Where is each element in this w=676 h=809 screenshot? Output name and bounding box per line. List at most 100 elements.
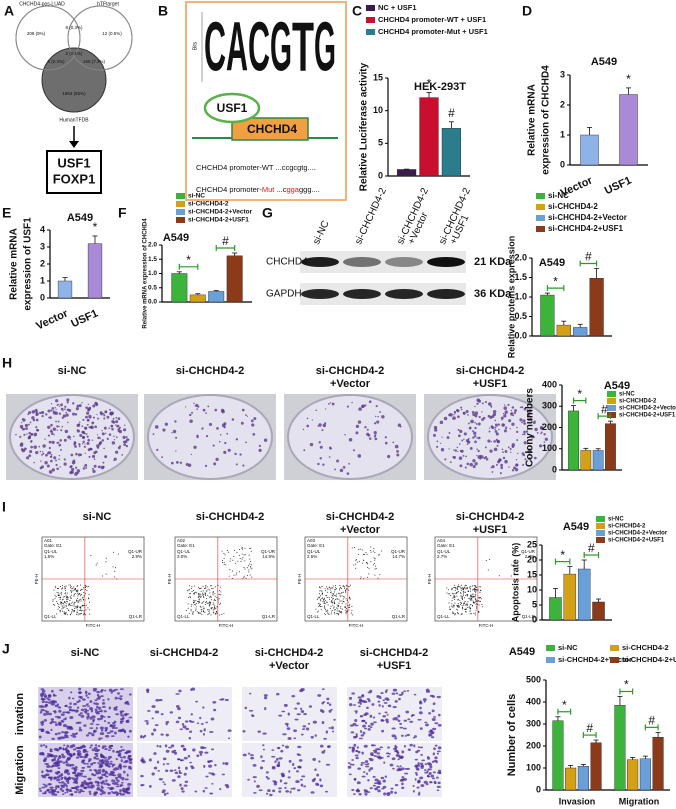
cell <box>88 759 91 763</box>
event <box>461 587 463 589</box>
bar <box>577 766 589 791</box>
cell <box>77 691 83 694</box>
cell <box>417 746 421 749</box>
cell <box>374 778 379 782</box>
colony <box>70 453 74 457</box>
condition-label: si-CHCHD4-2 <box>360 647 428 659</box>
event <box>206 609 208 611</box>
event <box>202 595 204 597</box>
colony <box>49 416 52 419</box>
event <box>241 558 243 560</box>
cell <box>310 791 315 794</box>
colony <box>472 436 475 439</box>
event <box>231 570 233 572</box>
cell <box>178 689 182 693</box>
colony <box>519 406 522 409</box>
event <box>198 587 200 589</box>
cell <box>117 775 122 779</box>
event <box>315 608 317 610</box>
event <box>353 547 355 549</box>
event <box>373 557 375 559</box>
cell <box>113 708 118 711</box>
cell <box>53 747 59 751</box>
cell <box>78 728 83 732</box>
cell <box>432 727 437 731</box>
cell <box>108 688 113 692</box>
event <box>240 560 242 562</box>
colony <box>118 429 123 434</box>
event <box>85 604 87 606</box>
venn-set-label: hTFtarget <box>97 1 119 7</box>
event <box>511 564 513 566</box>
event <box>190 588 192 590</box>
cell <box>74 790 78 794</box>
cell <box>400 767 405 771</box>
quadrant-value: 1.5% <box>44 554 54 559</box>
event <box>474 590 476 592</box>
colony <box>477 449 480 453</box>
event <box>345 609 347 611</box>
cell <box>369 726 373 729</box>
colony <box>528 409 532 413</box>
event <box>336 604 338 606</box>
colony <box>465 410 469 414</box>
event <box>190 605 192 607</box>
colony <box>101 432 105 436</box>
cell <box>294 718 299 721</box>
condition-label: si-NC <box>58 365 87 377</box>
cell <box>429 765 433 769</box>
event <box>214 607 216 609</box>
quadrant-value: 2.9% <box>132 554 142 559</box>
colony <box>58 443 62 447</box>
condition-label: +USF1 <box>377 660 412 672</box>
colony <box>521 406 524 409</box>
event <box>81 612 83 614</box>
bar <box>573 327 588 337</box>
cell <box>283 782 288 785</box>
bar <box>627 759 639 791</box>
cell <box>296 753 300 756</box>
cell <box>381 705 384 708</box>
cell <box>101 758 104 762</box>
cell <box>140 734 143 738</box>
colony <box>51 468 55 472</box>
cell <box>76 706 80 709</box>
event <box>333 606 335 608</box>
cell <box>357 789 360 792</box>
colony <box>339 468 344 473</box>
event <box>341 602 343 604</box>
cell <box>146 721 149 725</box>
cell <box>416 768 420 771</box>
legend-label: NC + USF1 <box>378 3 417 12</box>
colony <box>27 413 30 416</box>
event <box>68 584 70 586</box>
event <box>340 606 342 608</box>
event <box>198 598 200 600</box>
cell <box>84 782 89 785</box>
event <box>367 576 369 578</box>
cell <box>178 769 181 774</box>
colony <box>234 452 237 456</box>
colony <box>396 450 399 453</box>
cell <box>372 749 378 752</box>
cell <box>122 765 127 768</box>
colony <box>193 402 195 405</box>
cell <box>293 767 297 770</box>
cell <box>41 689 46 693</box>
cell <box>114 731 117 735</box>
cell <box>177 766 181 770</box>
cell <box>177 775 181 779</box>
event <box>334 587 336 589</box>
event <box>249 574 251 576</box>
colony <box>469 462 473 467</box>
colony <box>492 412 497 417</box>
cell <box>83 775 87 778</box>
cell <box>68 706 72 709</box>
event <box>76 605 78 607</box>
event <box>464 592 466 594</box>
cell <box>394 791 397 795</box>
event <box>79 593 81 595</box>
sig-marker: * <box>626 72 631 86</box>
event <box>248 569 250 571</box>
event <box>337 606 339 608</box>
